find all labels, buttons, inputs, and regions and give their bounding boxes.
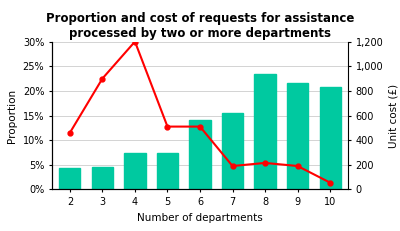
- Y-axis label: Proportion: Proportion: [7, 88, 17, 143]
- Bar: [287, 83, 308, 189]
- Bar: [124, 153, 146, 189]
- Bar: [157, 153, 178, 189]
- Bar: [254, 74, 276, 189]
- Bar: [222, 113, 243, 189]
- Bar: [320, 87, 341, 189]
- Bar: [190, 120, 210, 189]
- Title: Proportion and cost of requests for assistance
processed by two or more departme: Proportion and cost of requests for assi…: [46, 12, 354, 40]
- X-axis label: Number of departments: Number of departments: [137, 213, 263, 223]
- Bar: [59, 168, 80, 189]
- Y-axis label: Unit cost (£): Unit cost (£): [389, 83, 399, 148]
- Bar: [92, 167, 113, 189]
